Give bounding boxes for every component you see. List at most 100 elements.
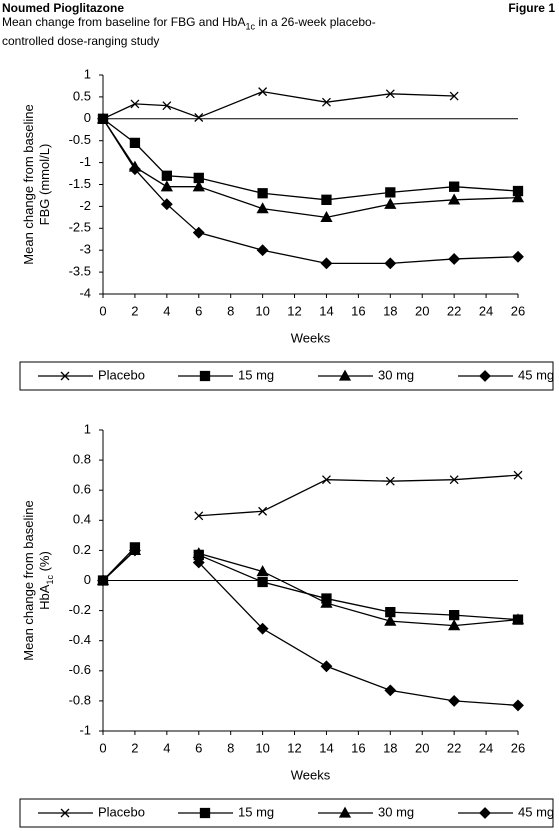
legend-marker — [479, 807, 491, 819]
y-axis-label: HbA1c (%) — [37, 551, 55, 610]
data-point — [256, 565, 269, 577]
data-point — [448, 193, 461, 205]
data-point — [385, 476, 395, 486]
legend-marker — [60, 808, 70, 818]
x-tick-label: 8 — [227, 740, 234, 755]
x-tick-label: 16 — [351, 303, 365, 318]
data-point — [511, 613, 525, 625]
y-tick-label: 0.8 — [73, 452, 91, 467]
y-tick-label: -3 — [79, 242, 91, 257]
x-tick-label: 12 — [287, 740, 301, 755]
data-point — [192, 556, 205, 569]
y-tick-label: 0.5 — [73, 88, 91, 103]
y-tick-label: 1 — [84, 66, 91, 81]
legend-label: 45 mg — [518, 367, 554, 382]
page-title: Noumed Pioglitazone — [2, 1, 125, 15]
data-point — [384, 197, 397, 209]
y-tick-label: -2 — [79, 198, 91, 213]
subtitle-subscript: 1c — [245, 21, 255, 32]
y-axis-label: FBG (mmol/L) — [37, 144, 52, 226]
y-tick-label: -2.5 — [69, 220, 91, 235]
data-point — [192, 226, 205, 239]
data-point — [162, 101, 172, 111]
x-tick-label: 10 — [255, 740, 269, 755]
figure-label: Figure 1 — [508, 1, 555, 15]
y-tick-label: -3.5 — [69, 264, 91, 279]
data-point — [160, 198, 173, 211]
series-line — [102, 474, 519, 581]
x-tick-label: 4 — [163, 740, 170, 755]
legend-marker — [199, 807, 211, 819]
x-tick-label: 6 — [195, 740, 202, 755]
x-tick-label: 14 — [319, 740, 333, 755]
y-tick-label: -0.8 — [69, 692, 91, 707]
data-point — [449, 475, 459, 485]
y-tick-label: 0.6 — [73, 482, 91, 497]
x-tick-label: 26 — [511, 303, 525, 318]
legend-label: 45 mg — [518, 804, 554, 819]
x-tick-label: 0 — [99, 740, 106, 755]
legend-label: 30 mg — [378, 367, 414, 382]
data-point — [161, 170, 172, 181]
subtitle-text: Mean change from baseline for FBG and Hb… — [2, 15, 246, 29]
legend-marker — [338, 369, 352, 381]
y-axis-label-part: HbA — [37, 584, 52, 610]
data-point — [512, 250, 524, 263]
data-point — [258, 87, 268, 97]
legend-marker — [199, 370, 211, 382]
data-point — [448, 619, 461, 631]
subtitle: Mean change from baseline for FBG and Hb… — [2, 15, 382, 49]
x-tick-label: 2 — [131, 740, 138, 755]
data-point — [192, 180, 205, 192]
x-tick-label: 6 — [195, 303, 202, 318]
data-point — [449, 181, 460, 192]
y-tick-label: -1 — [79, 722, 91, 737]
series-line — [102, 549, 519, 707]
legend-label: Placebo — [98, 804, 145, 819]
data-point — [129, 137, 141, 149]
x-axis-label: Weeks — [291, 330, 331, 345]
data-point — [448, 253, 461, 265]
data-point — [257, 576, 268, 588]
y-axis-label-part: 1c — [45, 575, 55, 585]
data-point — [129, 544, 141, 557]
subtitle-text: in a 26-week placebo-controlled dose-ran… — [2, 15, 376, 49]
legend-marker — [60, 371, 70, 381]
y-tick-label: -0.6 — [69, 662, 91, 677]
data-point — [512, 185, 524, 197]
data-point — [321, 194, 332, 205]
y-tick-label: -4 — [79, 285, 91, 300]
data-point — [97, 112, 109, 125]
y-tick-label: -0.5 — [69, 132, 91, 147]
x-tick-label: 22 — [447, 740, 461, 755]
x-tick-label: 22 — [447, 303, 461, 318]
legend-label: 15 mg — [238, 804, 274, 819]
x-tick-label: 0 — [99, 303, 106, 318]
data-point — [256, 202, 269, 214]
legend-label: Placebo — [98, 367, 145, 382]
data-point — [160, 180, 173, 192]
x-tick-label: 20 — [415, 740, 429, 755]
data-point — [258, 506, 268, 516]
data-point — [320, 596, 333, 608]
legend-marker — [479, 370, 491, 382]
data-point — [256, 622, 269, 635]
x-tick-label: 24 — [479, 303, 493, 318]
legend-label: 15 mg — [238, 367, 274, 382]
legend-box — [19, 361, 554, 391]
y-tick-label: 0 — [84, 572, 91, 587]
x-tick-label: 26 — [511, 740, 525, 755]
data-point — [97, 574, 109, 587]
data-point — [194, 511, 204, 521]
x-tick-label: 16 — [351, 740, 365, 755]
data-point — [257, 188, 268, 199]
data-point — [193, 172, 204, 184]
x-tick-label: 24 — [479, 740, 493, 755]
y-axis-label-part: (%) — [37, 551, 52, 575]
series-line — [102, 546, 519, 621]
x-tick-label: 2 — [131, 303, 138, 318]
data-point — [513, 470, 523, 480]
y-axis-label-part: Mean change from baseline — [21, 500, 36, 660]
